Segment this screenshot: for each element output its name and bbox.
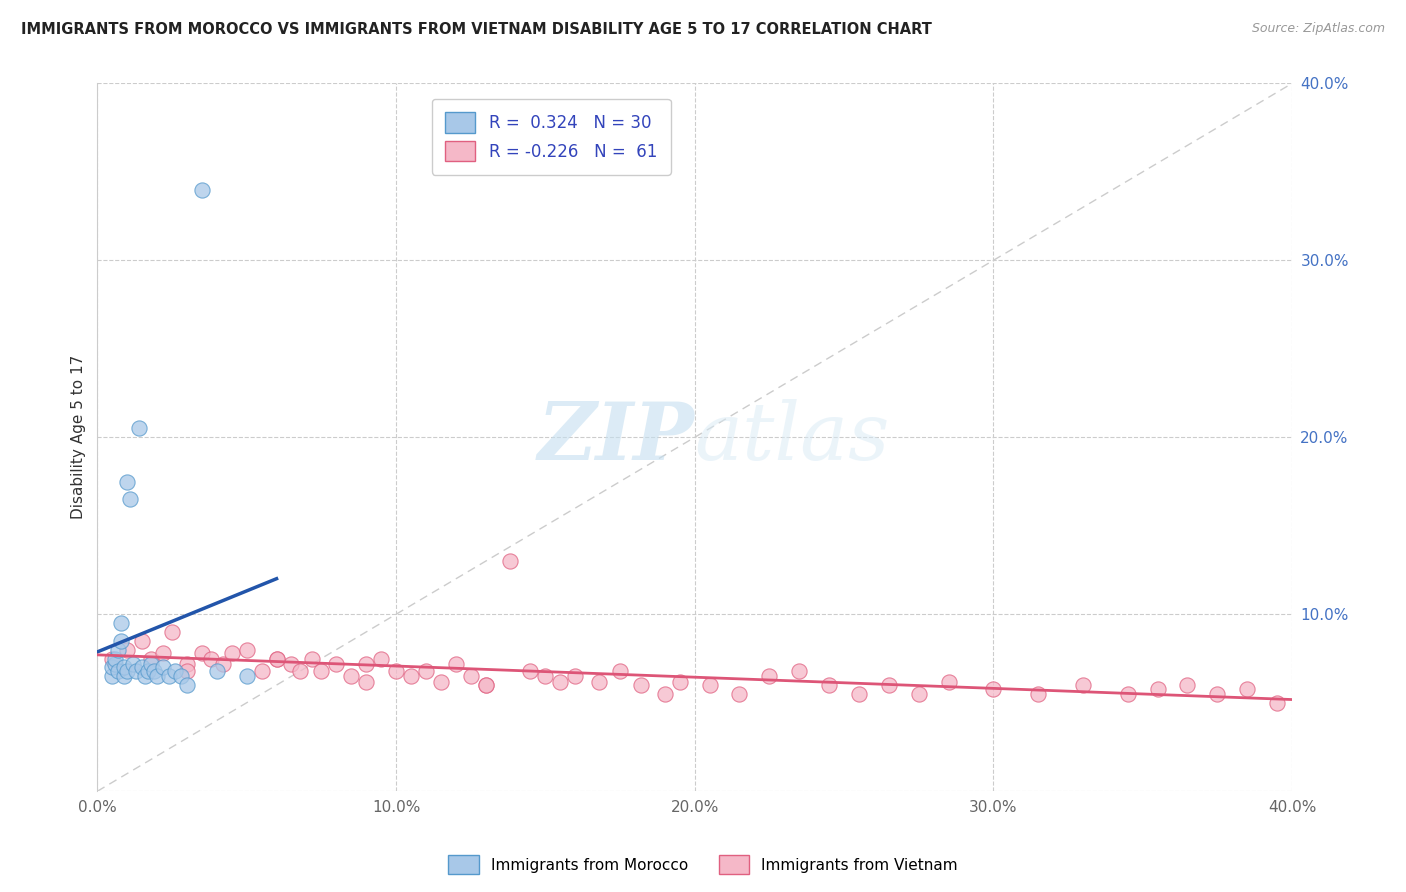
Point [157,669,180,683]
Point [728,687,751,701]
Point [139,657,162,671]
Point [1026,687,1049,701]
Y-axis label: Disability Age 5 to 17: Disability Age 5 to 17 [72,355,86,519]
Point [370,651,392,665]
Point [444,657,467,671]
Point [152,660,174,674]
Point [110,616,132,631]
Point [474,678,496,692]
Point [354,657,377,671]
Point [160,624,183,639]
Point [128,421,150,435]
Point [266,651,288,665]
Point [564,669,586,683]
Point [200,651,222,665]
Point [112,669,135,683]
Point [385,664,408,678]
Legend: R =  0.324   N = 30, R = -0.226   N =  61: R = 0.324 N = 30, R = -0.226 N = 61 [432,99,671,175]
Point [1146,681,1168,696]
Point [699,678,721,692]
Point [588,674,610,689]
Point [415,664,437,678]
Point [430,674,453,689]
Point [311,664,333,678]
Point [221,646,243,660]
Point [115,642,138,657]
Point [134,669,156,683]
Point [1116,687,1139,701]
Point [176,678,198,692]
Point [654,687,676,701]
Point [235,669,257,683]
Point [938,674,960,689]
Point [122,657,145,671]
Point [250,664,273,678]
Point [191,183,214,197]
Point [104,657,127,671]
Point [205,664,228,678]
Point [110,633,132,648]
Point [1071,678,1094,692]
Point [519,664,541,678]
Point [146,669,169,683]
Point [609,664,631,678]
Point [534,669,557,683]
Point [354,674,377,689]
Point [176,664,198,678]
Point [170,669,193,683]
Point [907,687,929,701]
Point [143,664,166,678]
Point [399,669,422,683]
Point [211,657,233,671]
Point [301,651,323,665]
Point [787,664,810,678]
Point [668,674,690,689]
Point [630,678,652,692]
Point [981,681,1004,696]
Point [548,674,571,689]
Point [115,664,138,678]
Point [848,687,870,701]
Point [1236,681,1258,696]
Point [101,651,124,665]
Point [104,651,127,665]
Point [107,642,129,657]
Point [112,660,135,674]
Text: atlas: atlas [695,399,890,476]
Point [498,554,520,568]
Point [340,669,363,683]
Point [1177,678,1199,692]
Point [120,492,142,507]
Point [152,646,174,660]
Point [1265,696,1288,710]
Point [758,669,780,683]
Point [460,669,482,683]
Point [818,678,841,692]
Point [176,657,198,671]
Point [115,475,138,489]
Legend: Immigrants from Morocco, Immigrants from Vietnam: Immigrants from Morocco, Immigrants from… [441,849,965,880]
Text: Source: ZipAtlas.com: Source: ZipAtlas.com [1251,22,1385,36]
Point [325,657,347,671]
Point [235,642,257,657]
Text: ZIP: ZIP [537,399,695,476]
Point [136,664,159,678]
Point [877,678,900,692]
Point [280,657,302,671]
Point [139,651,162,665]
Point [131,660,153,674]
Point [266,651,288,665]
Point [107,664,129,678]
Text: IMMIGRANTS FROM MOROCCO VS IMMIGRANTS FROM VIETNAM DISABILITY AGE 5 TO 17 CORREL: IMMIGRANTS FROM MOROCCO VS IMMIGRANTS FR… [21,22,932,37]
Point [191,646,214,660]
Point [1206,687,1229,701]
Point [290,664,312,678]
Point [163,664,186,678]
Point [101,669,124,683]
Point [474,678,496,692]
Point [131,633,153,648]
Point [101,660,124,674]
Point [125,664,148,678]
